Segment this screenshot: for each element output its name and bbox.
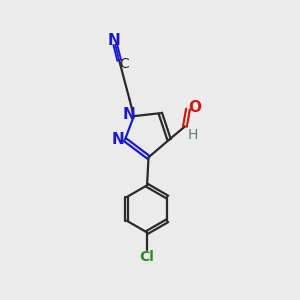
Text: Cl: Cl (140, 250, 154, 264)
Text: N: N (111, 132, 124, 147)
Text: N: N (108, 33, 121, 48)
Text: C: C (119, 57, 128, 71)
Text: H: H (188, 128, 198, 142)
Text: O: O (188, 100, 201, 115)
Text: N: N (122, 107, 135, 122)
